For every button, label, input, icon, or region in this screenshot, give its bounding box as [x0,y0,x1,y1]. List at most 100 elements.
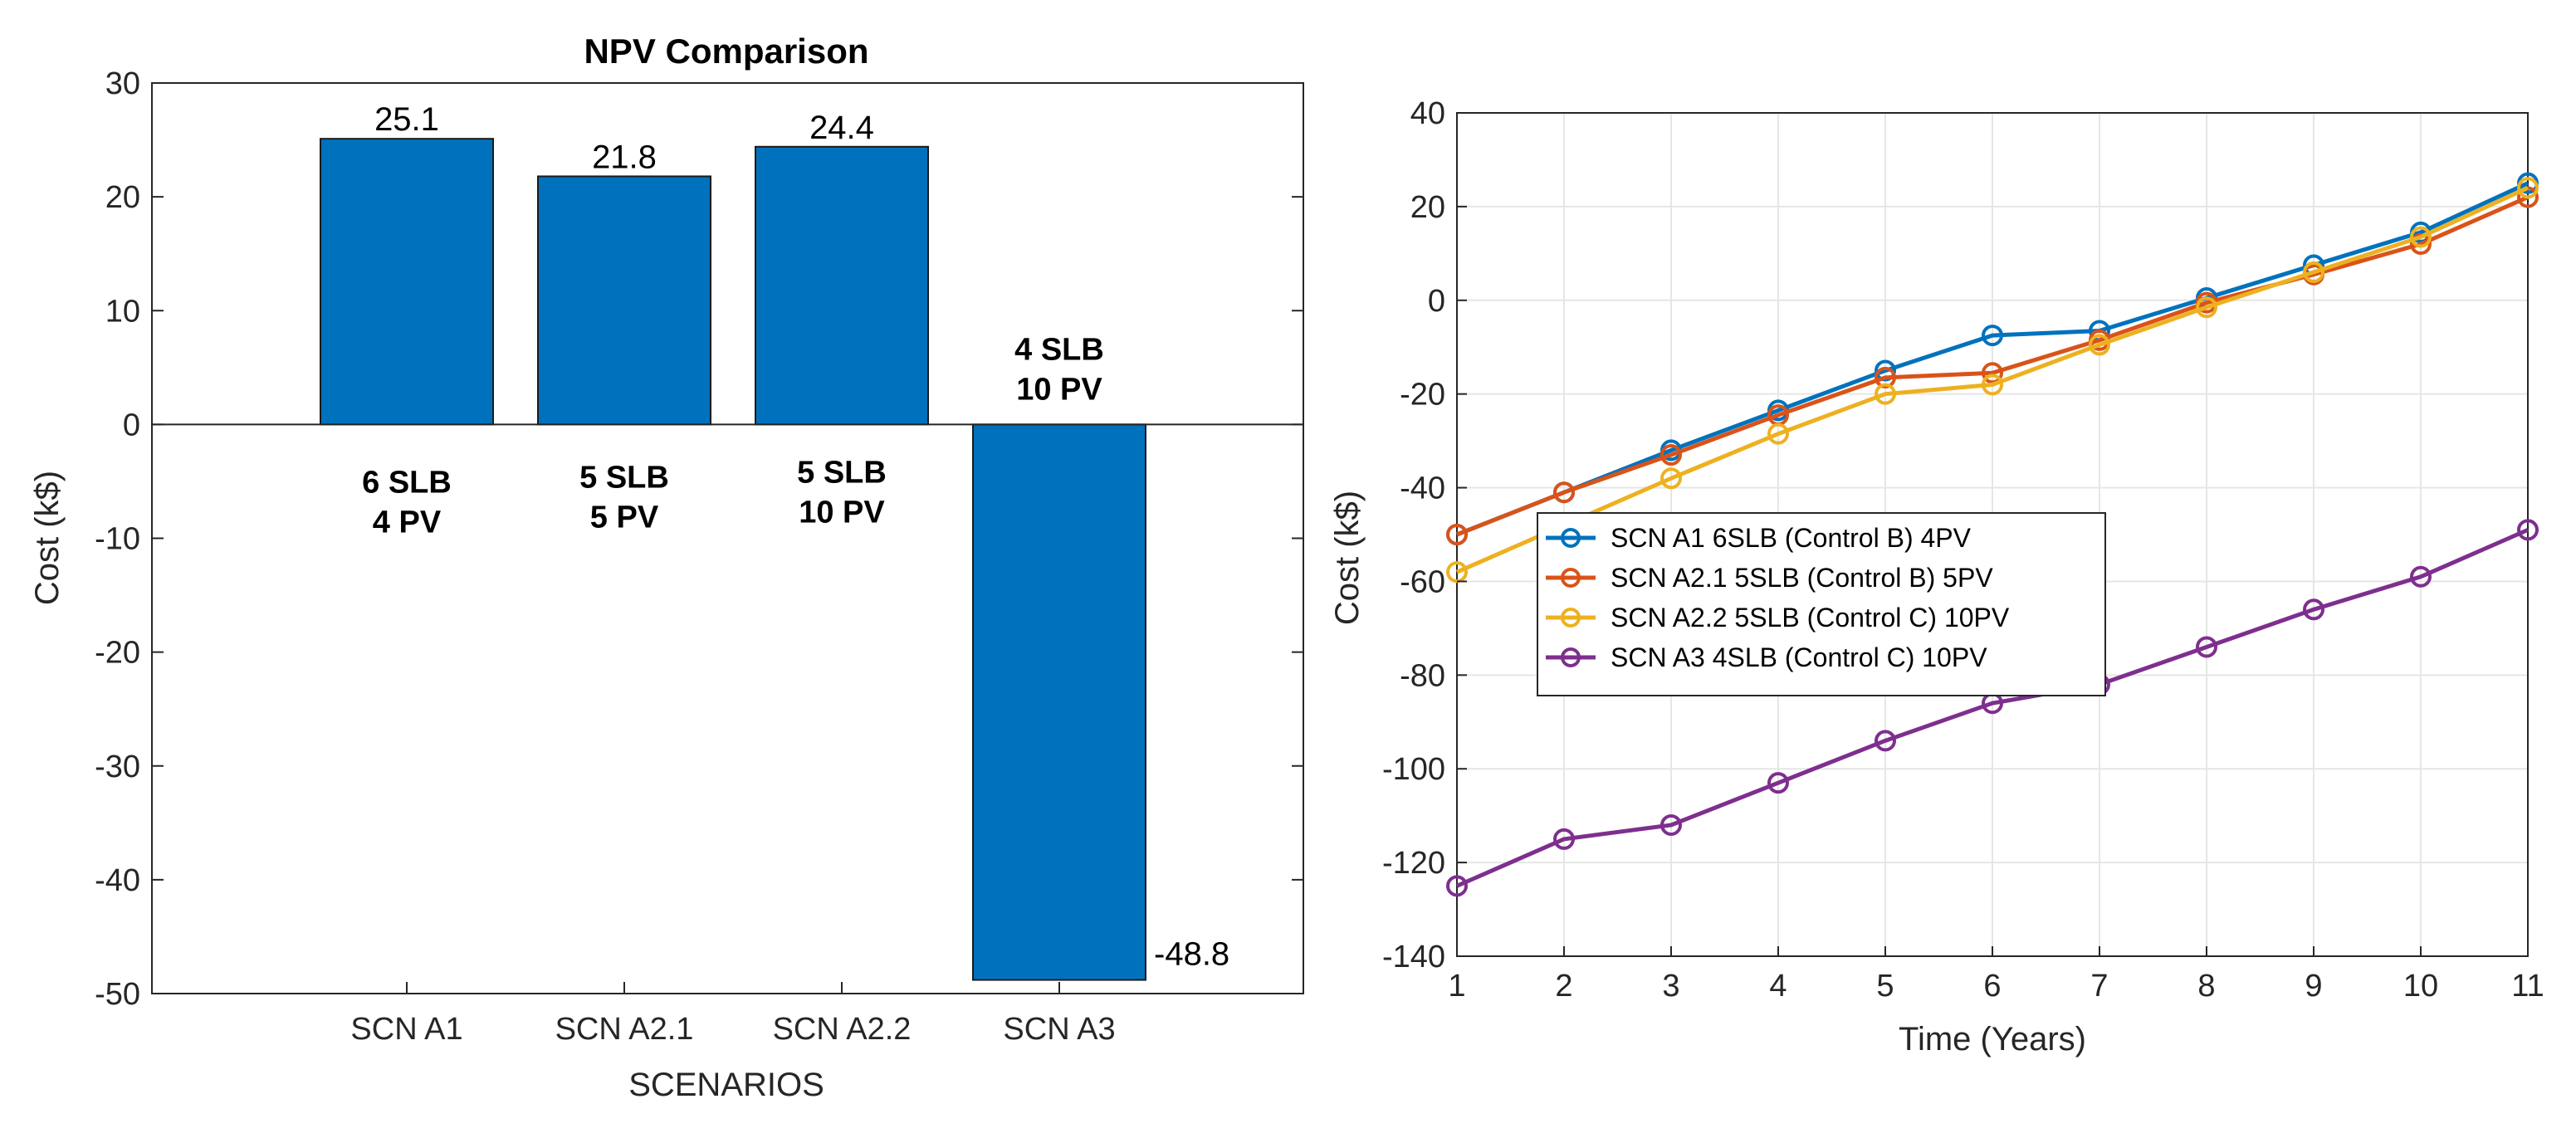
bar [972,423,1146,981]
line-y-tick-label: 40 [1410,96,1445,131]
line-y-tick-label: -20 [1400,378,1445,413]
bar-y-tick-label: 10 [105,294,140,329]
series-marker [2089,334,2110,356]
line-y-tick-label: -80 [1400,658,1445,693]
bar-annotation-line: 4 PV [373,505,442,540]
bar-y-tick-label: 0 [123,408,140,442]
series-marker [1767,422,1789,445]
series-marker [1982,374,2003,396]
bar-y-axis-label: Cost (k$) [29,471,66,605]
legend-swatch-marker [1561,528,1581,548]
bar-annotation-line: 5 SLB [797,455,887,490]
bar-annotation-line: 10 PV [1016,372,1102,407]
legend-swatch-marker [1561,647,1581,667]
legend-swatch-marker [1561,608,1581,628]
legend-entry-label: SCN A2.2 5SLB (Control C) 10PV [1611,603,2010,632]
line-y-axis-label: Cost (k$) [1329,491,1366,625]
line-x-tick-label: 1 [1448,969,1465,1004]
line-x-tick-label: 8 [2197,969,2215,1004]
bar [755,145,929,426]
bar-x-tick-label: SCN A1 [350,1012,462,1047]
legend-entry-label: SCN A2.1 5SLB (Control B) 5PV [1611,563,1993,593]
line-legend: SCN A1 6SLB (Control B) 4PV SCN A2.1 5SLB… [1537,512,2106,696]
npv-bar-chart: -50 -40 -30 -20 -10 0 10 20 30 SCN A1 SCN A2.1 SCN… [29,32,1304,1103]
legend-box [1537,512,2106,696]
line-x-ticks: 1 2 3 4 5 6 7 8 9 10 11 [1448,946,2544,1004]
line-y-tick-label: -100 [1382,752,1445,787]
bar-y-ticks: -50 -40 -30 -20 -10 0 10 20 30 [95,66,1303,1012]
series-marker [1660,467,1682,490]
bar-y-tick-label: 20 [105,180,140,215]
series-marker [1982,325,2003,347]
series-marker [1982,362,2003,384]
series-marker [1660,444,1682,466]
line-x-tick-label: 10 [2403,969,2438,1004]
bar-annotation-line: 4 SLB [1014,332,1104,367]
line-y-tick-label: 20 [1410,190,1445,225]
bar-y-tick-label: -50 [95,977,140,1012]
bar-annotation-line: 5 SLB [579,460,669,495]
series-marker [2303,261,2324,283]
legend-swatch-marker [1561,568,1581,588]
line-series-group [1446,172,2539,897]
bar-y-tick-label: -30 [95,750,140,784]
bar-value-label: 25.1 [374,101,439,138]
bar-y-tick-label: -40 [95,863,140,898]
line-x-tick-label: 6 [1983,969,2001,1004]
bar-x-tick-label: SCN A2.2 [773,1012,912,1047]
series-marker [2410,226,2432,248]
line-y-tick-label: 0 [1428,284,1445,319]
bar-data-labels: 25.1 21.8 24.4 -48.8 [374,101,1229,972]
line-x-tick-label: 4 [1769,969,1787,1004]
legend-entry-label: SCN A1 6SLB (Control B) 4PV [1611,523,1972,553]
series-marker [1446,524,1468,545]
bar-value-label: 21.8 [592,139,657,175]
bar-x-axis-label: SCENARIOS [628,1067,824,1103]
series-line [1456,195,2530,537]
series-marker [2517,519,2539,541]
line-x-tick-label: 2 [1555,969,1572,1004]
series-marker [1875,383,1896,405]
line-x-tick-label: 7 [2090,969,2108,1004]
series-marker [1446,875,1468,897]
legend-entry-label: SCN A3 4SLB (Control C) 10PV [1611,642,1987,672]
line-y-tick-label: -40 [1400,471,1445,506]
bar-value-label: -48.8 [1154,936,1229,973]
bar [537,175,711,426]
bar-annotation-line: 5 PV [590,500,659,535]
series-marker [1767,772,1789,794]
bar-x-ticks: SCN A1 SCN A2.1 SCN A2.2 SCN A3 [350,982,1116,1047]
line-x-axis-label: Time (Years) [1899,1021,2086,1057]
line-y-tick-label: -120 [1382,846,1445,881]
series-marker [1875,366,1896,388]
line-x-tick-label: 9 [2305,969,2322,1004]
series-line [1456,181,2530,537]
series-marker [1660,813,1682,836]
bar-marks [320,138,1146,981]
series-line [1455,528,2530,888]
bar-y-tick-label: -20 [95,636,140,671]
line-y-tick-label: -60 [1400,564,1445,599]
bar-y-tick-label: 30 [105,66,140,101]
series-marker [1553,828,1575,850]
line-y-tick-label: -140 [1382,940,1445,974]
bar-value-label: 24.4 [809,110,874,146]
bar [320,138,494,426]
bar-y-tick-label: -10 [95,522,140,557]
bar-annotation-line: 6 SLB [362,465,452,500]
line-x-tick-label: 5 [1876,969,1894,1004]
bar-annotations: 6 SLB 4 PV 5 SLB 5 PV 5 SLB 10 PV 4 SLB 10 PV [362,332,1104,540]
bar-x-tick-label: SCN A2.1 [555,1012,694,1047]
series-marker [2410,565,2432,588]
line-x-tick-label: 11 [2511,969,2544,1004]
line-y-ticks: -140 -120 -100 -80 -60 -40 -20 0 20 40 [1382,96,1467,974]
series-marker [2303,598,2324,621]
series-marker [1553,481,1575,504]
series-marker [2196,296,2217,319]
line-x-tick-label: 3 [1662,969,1679,1004]
series-marker [1875,730,1896,752]
series-marker [2196,636,2217,658]
series-line [1455,186,2530,574]
